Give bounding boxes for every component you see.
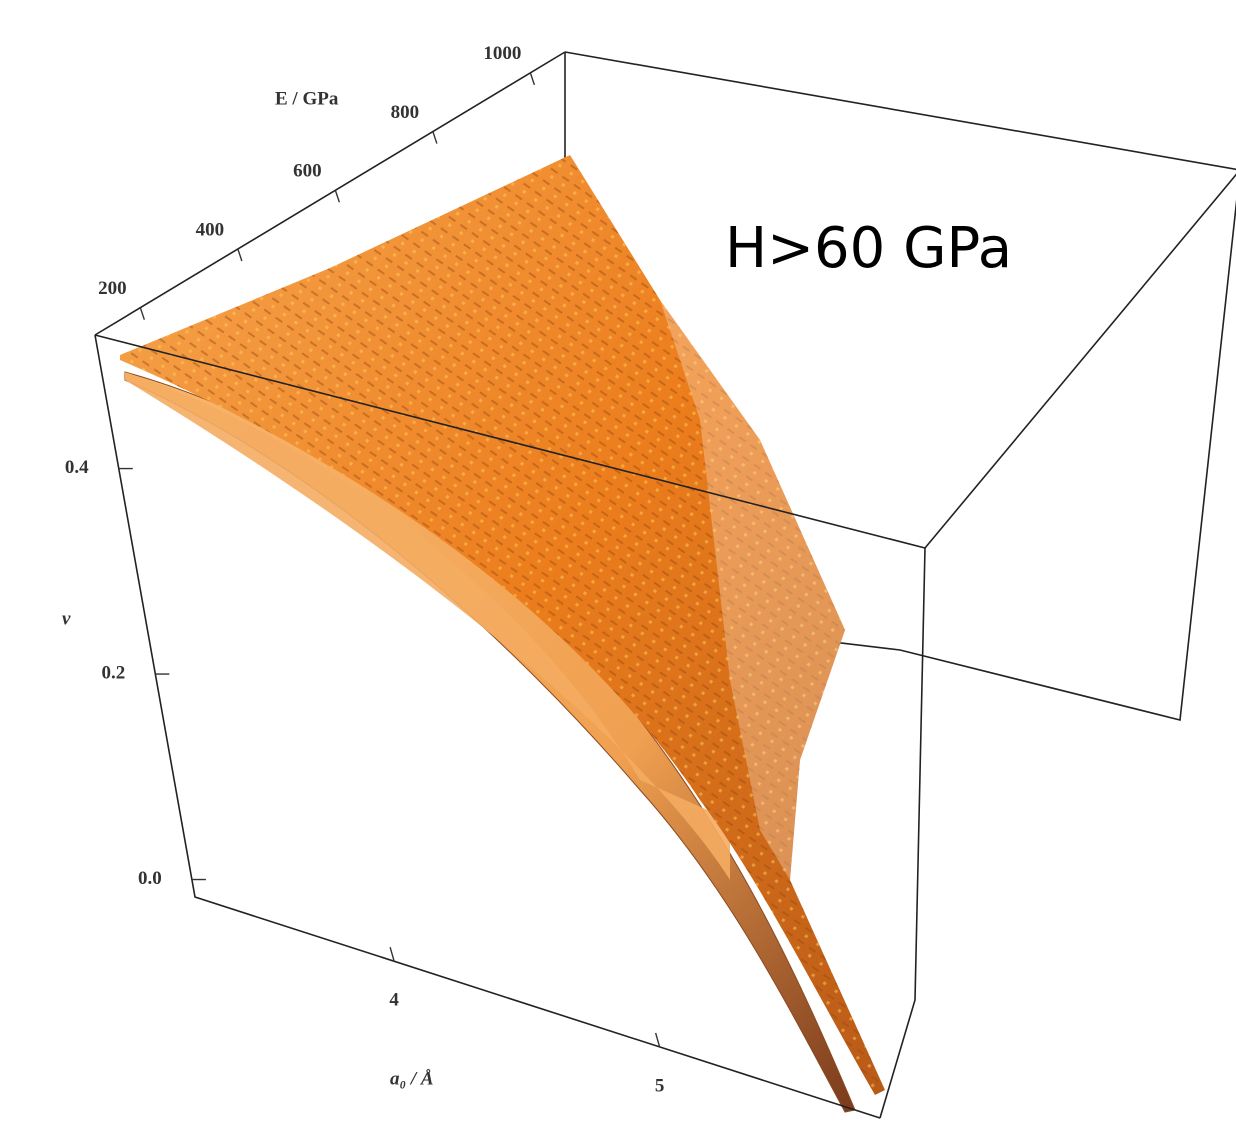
x-axis-label: a₀ / Å: [390, 1068, 434, 1089]
z-tick: [530, 73, 534, 85]
z-tick-label: 400: [196, 219, 225, 240]
annotation: H>60 GPa: [725, 216, 1012, 281]
y-tick-label: 0.4: [65, 457, 89, 478]
x-tick: [656, 1033, 660, 1047]
x-tick-label: 5: [655, 1075, 665, 1096]
z-tick: [140, 308, 144, 320]
z-tick-label: 600: [293, 161, 322, 182]
y-tick-label: 0.0: [138, 868, 162, 889]
z-tick: [238, 249, 242, 261]
z-tick-label: 1000: [483, 43, 521, 64]
z-axis-label: E / GPa: [275, 88, 339, 109]
chart: 4 5 0.0 0.2 0.4 200 400 600 800 1000 H>60 GPa E /…: [0, 0, 1236, 1125]
z-tick-label: 200: [98, 278, 127, 299]
x-tick-label: 4: [389, 990, 399, 1011]
surface: [120, 155, 885, 1112]
z-tick: [433, 132, 437, 144]
z-tick: [335, 190, 339, 202]
z-tick-label: 800: [391, 102, 420, 123]
y-axis-label: ν: [62, 608, 71, 629]
y-tick-label: 0.2: [101, 662, 125, 683]
x-tick: [390, 947, 394, 961]
